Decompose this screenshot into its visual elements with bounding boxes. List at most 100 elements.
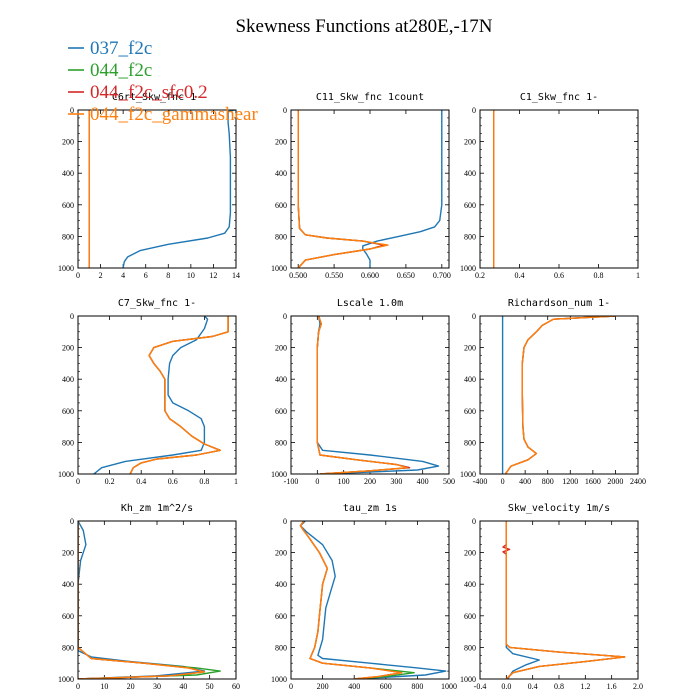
- y-tick-label: 600: [275, 612, 287, 621]
- x-tick-label: 0.500: [289, 271, 307, 280]
- panel-6: Richardson_num 1--400 0 400 800 1200 1600 2000…: [460, 298, 646, 486]
- legend-item: 044_f2c_gammashear: [68, 104, 258, 125]
- y-tick-label: 800: [62, 643, 74, 652]
- series-line-044_f2c_sfc0.2: [299, 521, 403, 679]
- series-line-037_f2c: [78, 521, 206, 679]
- plot-frame: [290, 109, 450, 269]
- y-tick-label: 800: [275, 438, 287, 447]
- x-tick-label: 40: [179, 682, 187, 691]
- x-tick-label: 8: [166, 271, 170, 280]
- y-tick-label: 1000: [460, 470, 476, 479]
- y-tick-label: 800: [464, 438, 476, 447]
- x-tick-label: -0.4: [474, 682, 487, 691]
- x-tick-label: 0.6: [168, 477, 178, 486]
- x-tick-label: 200: [317, 682, 329, 691]
- y-tick-label: 0: [283, 106, 287, 115]
- x-tick-label: 0.4: [528, 682, 538, 691]
- series-line-044_f2c_sfc0.2: [297, 110, 386, 268]
- x-tick-label: 0: [289, 682, 293, 691]
- y-tick-label: 1000: [460, 675, 476, 684]
- x-tick-label: 800: [542, 477, 554, 486]
- x-tick-label: 0.4: [515, 271, 525, 280]
- y-tick-label: 1000: [58, 675, 74, 684]
- y-tick-label: 800: [62, 438, 74, 447]
- y-tick-label: 800: [464, 232, 476, 241]
- y-tick-label: 600: [464, 201, 476, 210]
- series-line-044_f2c_gammashear: [316, 316, 408, 474]
- y-tick-label: 200: [464, 549, 476, 558]
- panel-title: C7_Skw_fnc 1-: [118, 298, 196, 309]
- series-line-044_f2c_sfc0.2: [78, 521, 206, 679]
- y-tick-label: 0: [283, 517, 287, 526]
- y-tick-label: 0: [472, 106, 476, 115]
- y-tick-label: 400: [464, 169, 476, 178]
- x-tick-label: 600: [380, 682, 392, 691]
- y-tick-label: 200: [275, 138, 287, 147]
- x-tick-label: 0.8: [199, 477, 209, 486]
- legend-label: 044_f2c_sfc0.2: [90, 82, 208, 103]
- x-tick-label: 0.600: [361, 271, 379, 280]
- series-line-037_f2c: [316, 316, 440, 474]
- x-tick-label: 0.550: [325, 271, 343, 280]
- series-line-037_f2c: [122, 110, 236, 268]
- x-tick-label: 0.2: [105, 477, 115, 486]
- series-line-037_f2c: [299, 521, 447, 679]
- y-tick-label: 400: [464, 375, 476, 384]
- plot-frame: [290, 315, 450, 475]
- y-tick-label: 600: [275, 407, 287, 416]
- y-tick-label: 600: [464, 612, 476, 621]
- series-line-037_f2c: [362, 110, 443, 268]
- x-tick-label: 1.6: [607, 682, 617, 691]
- legend-label: 044_f2c: [90, 60, 152, 81]
- series-line-044_f2c_gammashear: [505, 521, 626, 679]
- panel-title: Lscale 1.0m: [337, 298, 403, 309]
- y-tick-label: 600: [464, 407, 476, 416]
- x-tick-label: 400: [348, 682, 360, 691]
- plot-frame: [479, 520, 639, 680]
- x-tick-label: 0.0: [501, 682, 511, 691]
- y-tick-label: 400: [275, 580, 287, 589]
- y-tick-label: 800: [464, 643, 476, 652]
- series-line-044_f2c_gammashear: [299, 521, 403, 679]
- panel-title: C11_Skw_fnc 1count: [316, 92, 424, 103]
- x-tick-label: 400: [417, 477, 429, 486]
- series-line-037_f2c: [93, 316, 209, 474]
- y-tick-label: 400: [464, 580, 476, 589]
- x-tick-label: 12: [209, 271, 217, 280]
- panel-1: C6rt_Skw_fnc 1- 0 2 4 6 8 10 12 14 0 200 400 600 800 1…: [58, 92, 240, 280]
- x-tick-label: 0.2: [475, 271, 485, 280]
- x-tick-label: 14: [232, 271, 240, 280]
- y-tick-label: 800: [62, 232, 74, 241]
- x-tick-label: 2: [99, 271, 103, 280]
- x-tick-label: 1600: [585, 477, 601, 486]
- x-tick-label: 1: [636, 271, 640, 280]
- y-tick-label: 600: [275, 201, 287, 210]
- x-tick-label: 0: [315, 477, 319, 486]
- y-tick-label: 400: [62, 580, 74, 589]
- panel-title: C1_Skw_fnc 1-: [520, 92, 598, 103]
- series-line-044_f2c_gammashear: [78, 521, 206, 679]
- x-tick-label: 6: [144, 271, 148, 280]
- y-tick-label: 1000: [58, 470, 74, 479]
- y-tick-label: 1000: [460, 264, 476, 273]
- x-tick-label: 2000: [607, 477, 623, 486]
- x-tick-label: 200: [364, 477, 376, 486]
- series-line-037_f2c: [505, 521, 540, 679]
- y-tick-label: 0: [472, 312, 476, 321]
- x-tick-label: 0: [76, 271, 80, 280]
- y-tick-label: 800: [275, 643, 287, 652]
- figure-title: Skewness Functions at280E,-17N: [235, 16, 492, 37]
- y-tick-label: 600: [62, 612, 74, 621]
- panel-title: Richardson_num 1-: [508, 298, 610, 309]
- legend-item: 037_f2c: [68, 38, 152, 59]
- series-line-044_f2c: [129, 316, 229, 474]
- x-tick-label: 0: [501, 477, 505, 486]
- panel-8: tau_zm 1s0 200 400 600 800 100002004006008001…: [271, 503, 457, 691]
- x-tick-label: 4: [121, 271, 125, 280]
- x-tick-label: 100: [338, 477, 350, 486]
- y-tick-label: 200: [62, 344, 74, 353]
- y-tick-label: 0: [70, 312, 74, 321]
- panel-2: C11_Skw_fnc 1count 0.500 0.550 0.600 0.650 0.…: [271, 92, 451, 280]
- y-tick-label: 0: [472, 517, 476, 526]
